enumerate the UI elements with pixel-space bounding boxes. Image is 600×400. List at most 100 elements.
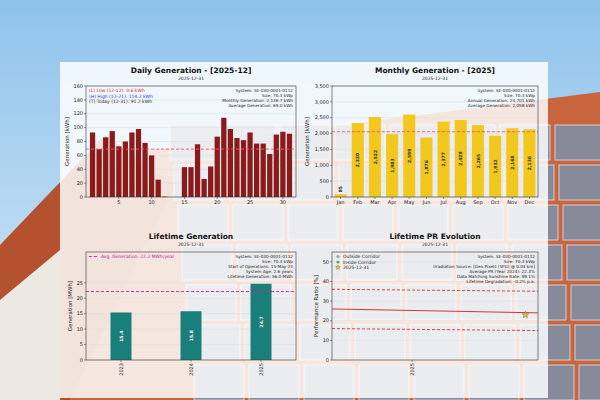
average-line [86,149,296,150]
bar [254,144,259,197]
grid-line [332,117,538,118]
bar [116,146,121,197]
bar [136,129,141,197]
tick-label: Sep [473,199,482,206]
legend-entry: Outside Corridor [343,254,380,259]
annotation: (H) High (12-21): 114.2 kWh [89,94,153,99]
chart-panel: Monthly Generation - [2025]2025-12-31050… [304,66,538,206]
chart-panel: Lifetime Generation2025-12-3105101520252… [67,232,296,376]
axis-title: Generation [MWh] [67,281,73,331]
axis-title: Performance Ratio [%] [313,275,319,337]
tick-label: 2,500 [315,114,329,120]
bar [181,311,202,360]
tick-label: Nov [507,199,517,205]
tick-label: 160 [73,83,83,89]
bar [287,134,292,197]
bar [251,284,272,360]
bar [195,144,200,197]
data-label: 2,330 [355,153,360,167]
plot-marks [86,118,296,197]
info-text: Average Generation: 2,058 kWh [468,103,536,108]
scene: Daily Generation - [2025-12]2025-12-3102… [0,0,600,400]
point [522,311,529,317]
data-label: 2,265 [476,154,481,168]
tick-label: 10 [77,326,83,332]
bar [215,137,220,197]
grid-line [332,340,538,341]
plot-marks [86,284,296,360]
tick-label: 2024 [188,363,194,376]
bar [149,155,154,197]
bar [234,138,239,197]
data-label: 1,932 [493,159,498,173]
grid-line [86,113,296,114]
bar [142,143,147,197]
chart-title: Monthly Generation - [2025] [375,66,495,75]
chart-panel: Lifetime PR Evolution2025-12-31010203040… [313,232,538,376]
solar-panel [555,125,600,160]
overlay [60,62,548,398]
grid-line [86,141,296,142]
tick-label: Aug [456,199,466,206]
annotation: Avg. Generation: 22.2 MWh/year [101,254,175,259]
bar [188,167,193,197]
house-wall [0,250,60,400]
series-line [332,309,538,313]
tick-label: 15 [77,310,83,316]
info-text: Average Generation: 69.0 kWh [228,103,293,108]
sky [0,0,600,400]
data-label: 15.4 [119,331,124,342]
bar [123,142,128,198]
average-line [332,131,538,132]
solar-panel [559,165,600,200]
bar [403,115,415,197]
bar [129,132,134,197]
bar [523,129,535,197]
bar [335,194,347,197]
bar [438,122,450,197]
tick-label: 10 [148,199,154,205]
axis-title: Generation [kWh] [64,117,70,166]
data-label: 2,428 [458,151,463,165]
tick-label: 2025 [409,363,415,376]
axis-title: Generation [kWh] [304,117,310,166]
annotation: (L) Low (12-12): 0.6 kWh [89,88,145,93]
solar-panel [579,365,600,400]
chart-subtitle: 2025-12-31 [422,76,448,81]
info-text: Lifetime Degradation: -0.2% p.a. [467,279,535,284]
tick-label: 500 [319,178,329,184]
tick-label: 5 [117,199,120,205]
legend-entry: Inside Corridor [343,260,376,265]
tick-label: 30 [323,298,329,304]
average-line [86,291,296,292]
tick-label: 40 [77,166,83,172]
bar [267,154,272,197]
data-label: 15.8 [189,330,194,341]
grid-line [332,320,538,321]
tick-label: 20 [77,295,83,301]
data-label: 2,136 [527,156,532,170]
tick-label: Jan [336,199,345,205]
bar [274,135,279,197]
tick-label: Feb [353,199,362,205]
tick-label: Dec [525,199,535,205]
tick-label: Oct [491,199,500,205]
chart-title: Lifetime PR Evolution [390,232,481,241]
bar [208,166,213,197]
chart-subtitle: 2025-12-31 [178,76,204,81]
tick-label: 1,500 [315,146,329,152]
legend-entry: 2025-12-31 [343,265,369,270]
data-label: 24.7 [259,316,264,327]
legend-swatch [89,256,98,257]
bar [386,134,398,197]
plot-marks [332,289,538,330]
bar [369,117,381,197]
bar [156,180,161,197]
tick-label: Jun [422,199,431,205]
bar [261,144,266,197]
bar [202,179,207,197]
bar [247,132,252,197]
tick-label: 140 [73,97,83,103]
data-label: 2,599 [407,149,412,163]
tick-label: 0 [80,357,83,363]
